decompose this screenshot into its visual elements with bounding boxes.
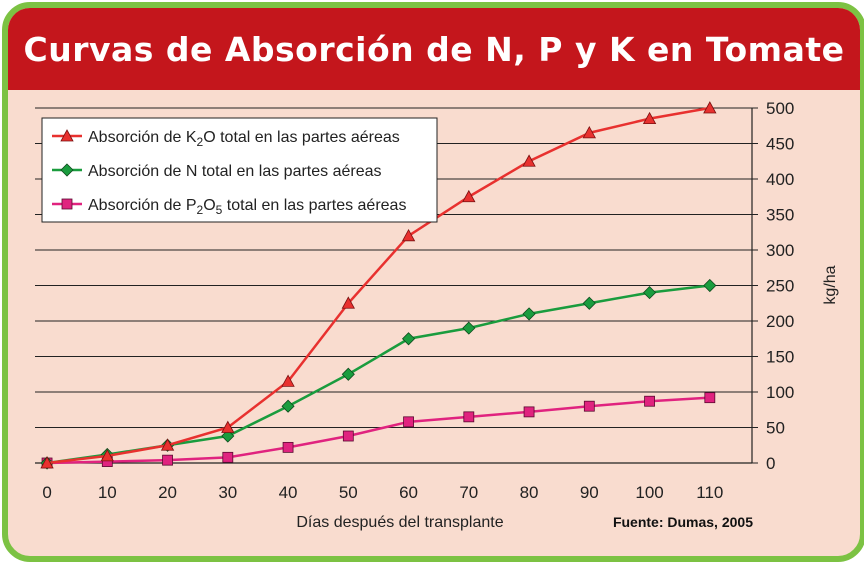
data-point xyxy=(462,189,476,203)
y-tick-label: 400 xyxy=(766,170,794,189)
legend-marker xyxy=(61,198,73,210)
y-tick-label: 300 xyxy=(766,241,794,260)
legend-item: Absorción de P2O5 total en las partes aé… xyxy=(52,197,406,217)
data-point xyxy=(704,392,716,404)
series-triangle xyxy=(40,101,717,469)
y-tick-label: 100 xyxy=(766,383,794,402)
x-tick-label: 70 xyxy=(459,483,478,502)
data-point xyxy=(221,429,235,443)
data-point xyxy=(401,228,416,242)
y-tick-label: 450 xyxy=(766,135,794,154)
data-point xyxy=(403,416,414,428)
data-point xyxy=(644,395,655,407)
x-tick-label: 110 xyxy=(696,483,723,502)
x-tick-label: 50 xyxy=(339,483,358,502)
y-tick-label: 150 xyxy=(766,348,794,367)
series-line xyxy=(46,106,711,465)
data-point xyxy=(582,296,596,310)
data-point xyxy=(583,400,595,412)
y-tick-label: 50 xyxy=(766,419,785,438)
data-point xyxy=(282,441,294,453)
x-tick-label: 30 xyxy=(218,483,237,502)
x-tick-label: 10 xyxy=(98,483,117,502)
y-tick-label: 200 xyxy=(766,312,794,331)
data-point xyxy=(100,449,114,462)
data-point xyxy=(281,374,295,387)
legend-marker xyxy=(60,129,74,142)
data-point xyxy=(160,438,175,451)
legend-label: Absorción de P2O5 total en las partes aé… xyxy=(88,197,406,217)
legend-item: Absorción de N total en las partes aérea… xyxy=(52,163,382,180)
data-point xyxy=(401,332,416,346)
legend: Absorción de K2O total en las partes aér… xyxy=(41,117,438,223)
x-tick-label: 20 xyxy=(158,483,177,502)
x-tick-label: 60 xyxy=(399,483,418,502)
y-axis-label: kg/ha xyxy=(822,265,839,304)
chart-title: Curvas de Absorción de N, P y K en Tomat… xyxy=(23,29,845,69)
data-point xyxy=(341,296,355,309)
x-tick-label: 0 xyxy=(42,483,51,502)
data-point xyxy=(462,321,476,335)
data-point xyxy=(522,307,536,321)
data-point xyxy=(221,420,235,433)
legend-label: Absorción de K2O total en las partes aér… xyxy=(88,129,400,149)
data-point xyxy=(222,451,234,463)
x-tick-label: 100 xyxy=(635,483,663,502)
x-tick-label: 90 xyxy=(580,483,599,502)
y-tick-label: 0 xyxy=(766,454,775,473)
data-point xyxy=(582,126,596,139)
data-point xyxy=(643,286,657,300)
data-point xyxy=(40,456,54,469)
data-point xyxy=(703,101,717,114)
legend-label: Absorción de N total en las partes aérea… xyxy=(88,163,382,180)
source-label: Fuente: Dumas, 2005 xyxy=(613,514,753,530)
legend-marker xyxy=(60,163,74,177)
series-line xyxy=(47,396,710,465)
data-point xyxy=(642,111,657,125)
legend-item: Absorción de K2O total en las partes aér… xyxy=(52,129,400,149)
legend-box xyxy=(41,117,438,223)
data-point xyxy=(523,406,535,418)
x-tick-label: 80 xyxy=(520,483,539,502)
data-point xyxy=(463,411,475,423)
data-point xyxy=(522,154,536,167)
y-tick-label: 250 xyxy=(766,277,794,296)
data-point xyxy=(281,399,295,413)
x-axis-label: Días después del transplante xyxy=(296,514,503,531)
y-tick-label: 500 xyxy=(766,99,794,118)
data-point xyxy=(162,454,173,466)
data-point xyxy=(341,367,355,381)
y-tick-label: 350 xyxy=(766,206,794,225)
data-point xyxy=(342,430,354,442)
data-point xyxy=(703,278,717,293)
title-bar: Curvas de Absorción de N, P y K en Tomat… xyxy=(8,8,860,90)
x-tick-label: 40 xyxy=(279,483,298,502)
